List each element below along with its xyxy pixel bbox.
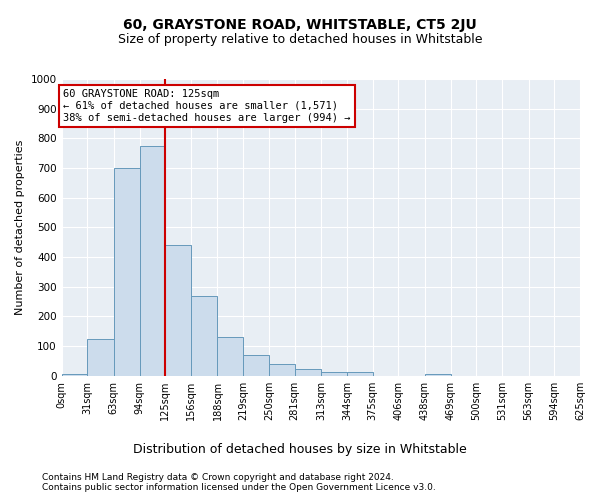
Text: Distribution of detached houses by size in Whitstable: Distribution of detached houses by size … [133,442,467,456]
Bar [217,337,243,376]
Bar [347,372,373,376]
Bar [114,168,140,376]
Bar [140,146,165,376]
Bar [191,296,217,376]
Text: 60, GRAYSTONE ROAD, WHITSTABLE, CT5 2JU: 60, GRAYSTONE ROAD, WHITSTABLE, CT5 2JU [123,18,477,32]
Text: Contains public sector information licensed under the Open Government Licence v3: Contains public sector information licen… [42,482,436,492]
Bar [295,369,321,376]
Y-axis label: Number of detached properties: Number of detached properties [15,140,25,315]
Bar [425,374,451,376]
Bar [165,245,191,376]
Text: Contains HM Land Registry data © Crown copyright and database right 2024.: Contains HM Land Registry data © Crown c… [42,472,394,482]
Bar [87,338,114,376]
Bar [269,364,295,376]
Text: Size of property relative to detached houses in Whitstable: Size of property relative to detached ho… [118,32,482,46]
Text: 60 GRAYSTONE ROAD: 125sqm
← 61% of detached houses are smaller (1,571)
38% of se: 60 GRAYSTONE ROAD: 125sqm ← 61% of detac… [63,90,351,122]
Bar [62,374,87,376]
Bar [243,355,269,376]
Bar [321,372,347,376]
